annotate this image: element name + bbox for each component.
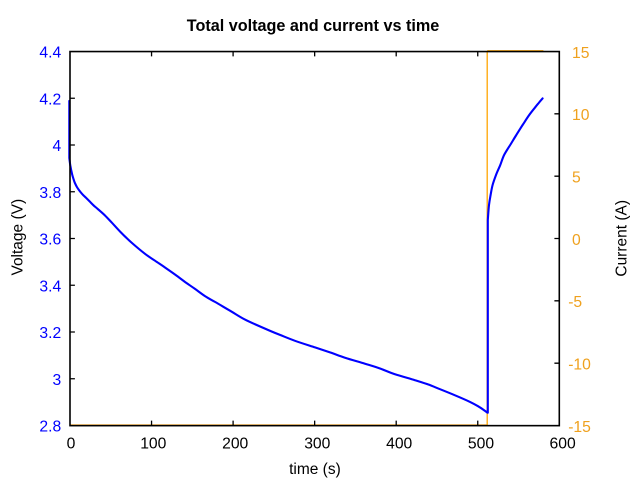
svg-text:3.8: 3.8 [39,185,61,202]
svg-text:15: 15 [572,45,590,62]
svg-text:0: 0 [67,436,76,453]
svg-text:0: 0 [572,232,581,249]
svg-text:Total voltage and current vs t: Total voltage and current vs time [187,17,439,35]
svg-text:100: 100 [140,436,166,453]
svg-text:600: 600 [550,436,576,453]
svg-text:-10: -10 [568,357,591,374]
svg-text:-15: -15 [568,419,591,436]
svg-text:4.4: 4.4 [39,45,61,62]
svg-text:4.2: 4.2 [39,91,61,108]
svg-text:3.2: 3.2 [39,325,61,342]
svg-text:3.4: 3.4 [39,278,61,295]
svg-text:-5: -5 [568,294,582,311]
svg-text:4: 4 [52,138,61,155]
svg-text:3: 3 [52,372,61,389]
svg-text:5: 5 [572,170,581,187]
svg-text:300: 300 [304,436,330,453]
svg-text:Current (A): Current (A) [614,200,631,277]
svg-text:time (s): time (s) [289,461,341,478]
svg-text:200: 200 [222,436,248,453]
svg-text:400: 400 [386,436,412,453]
svg-text:500: 500 [468,436,494,453]
svg-text:2.8: 2.8 [39,419,61,436]
svg-text:3.6: 3.6 [39,232,61,249]
svg-text:10: 10 [572,107,590,124]
svg-text:Voltage (V): Voltage (V) [9,199,26,276]
